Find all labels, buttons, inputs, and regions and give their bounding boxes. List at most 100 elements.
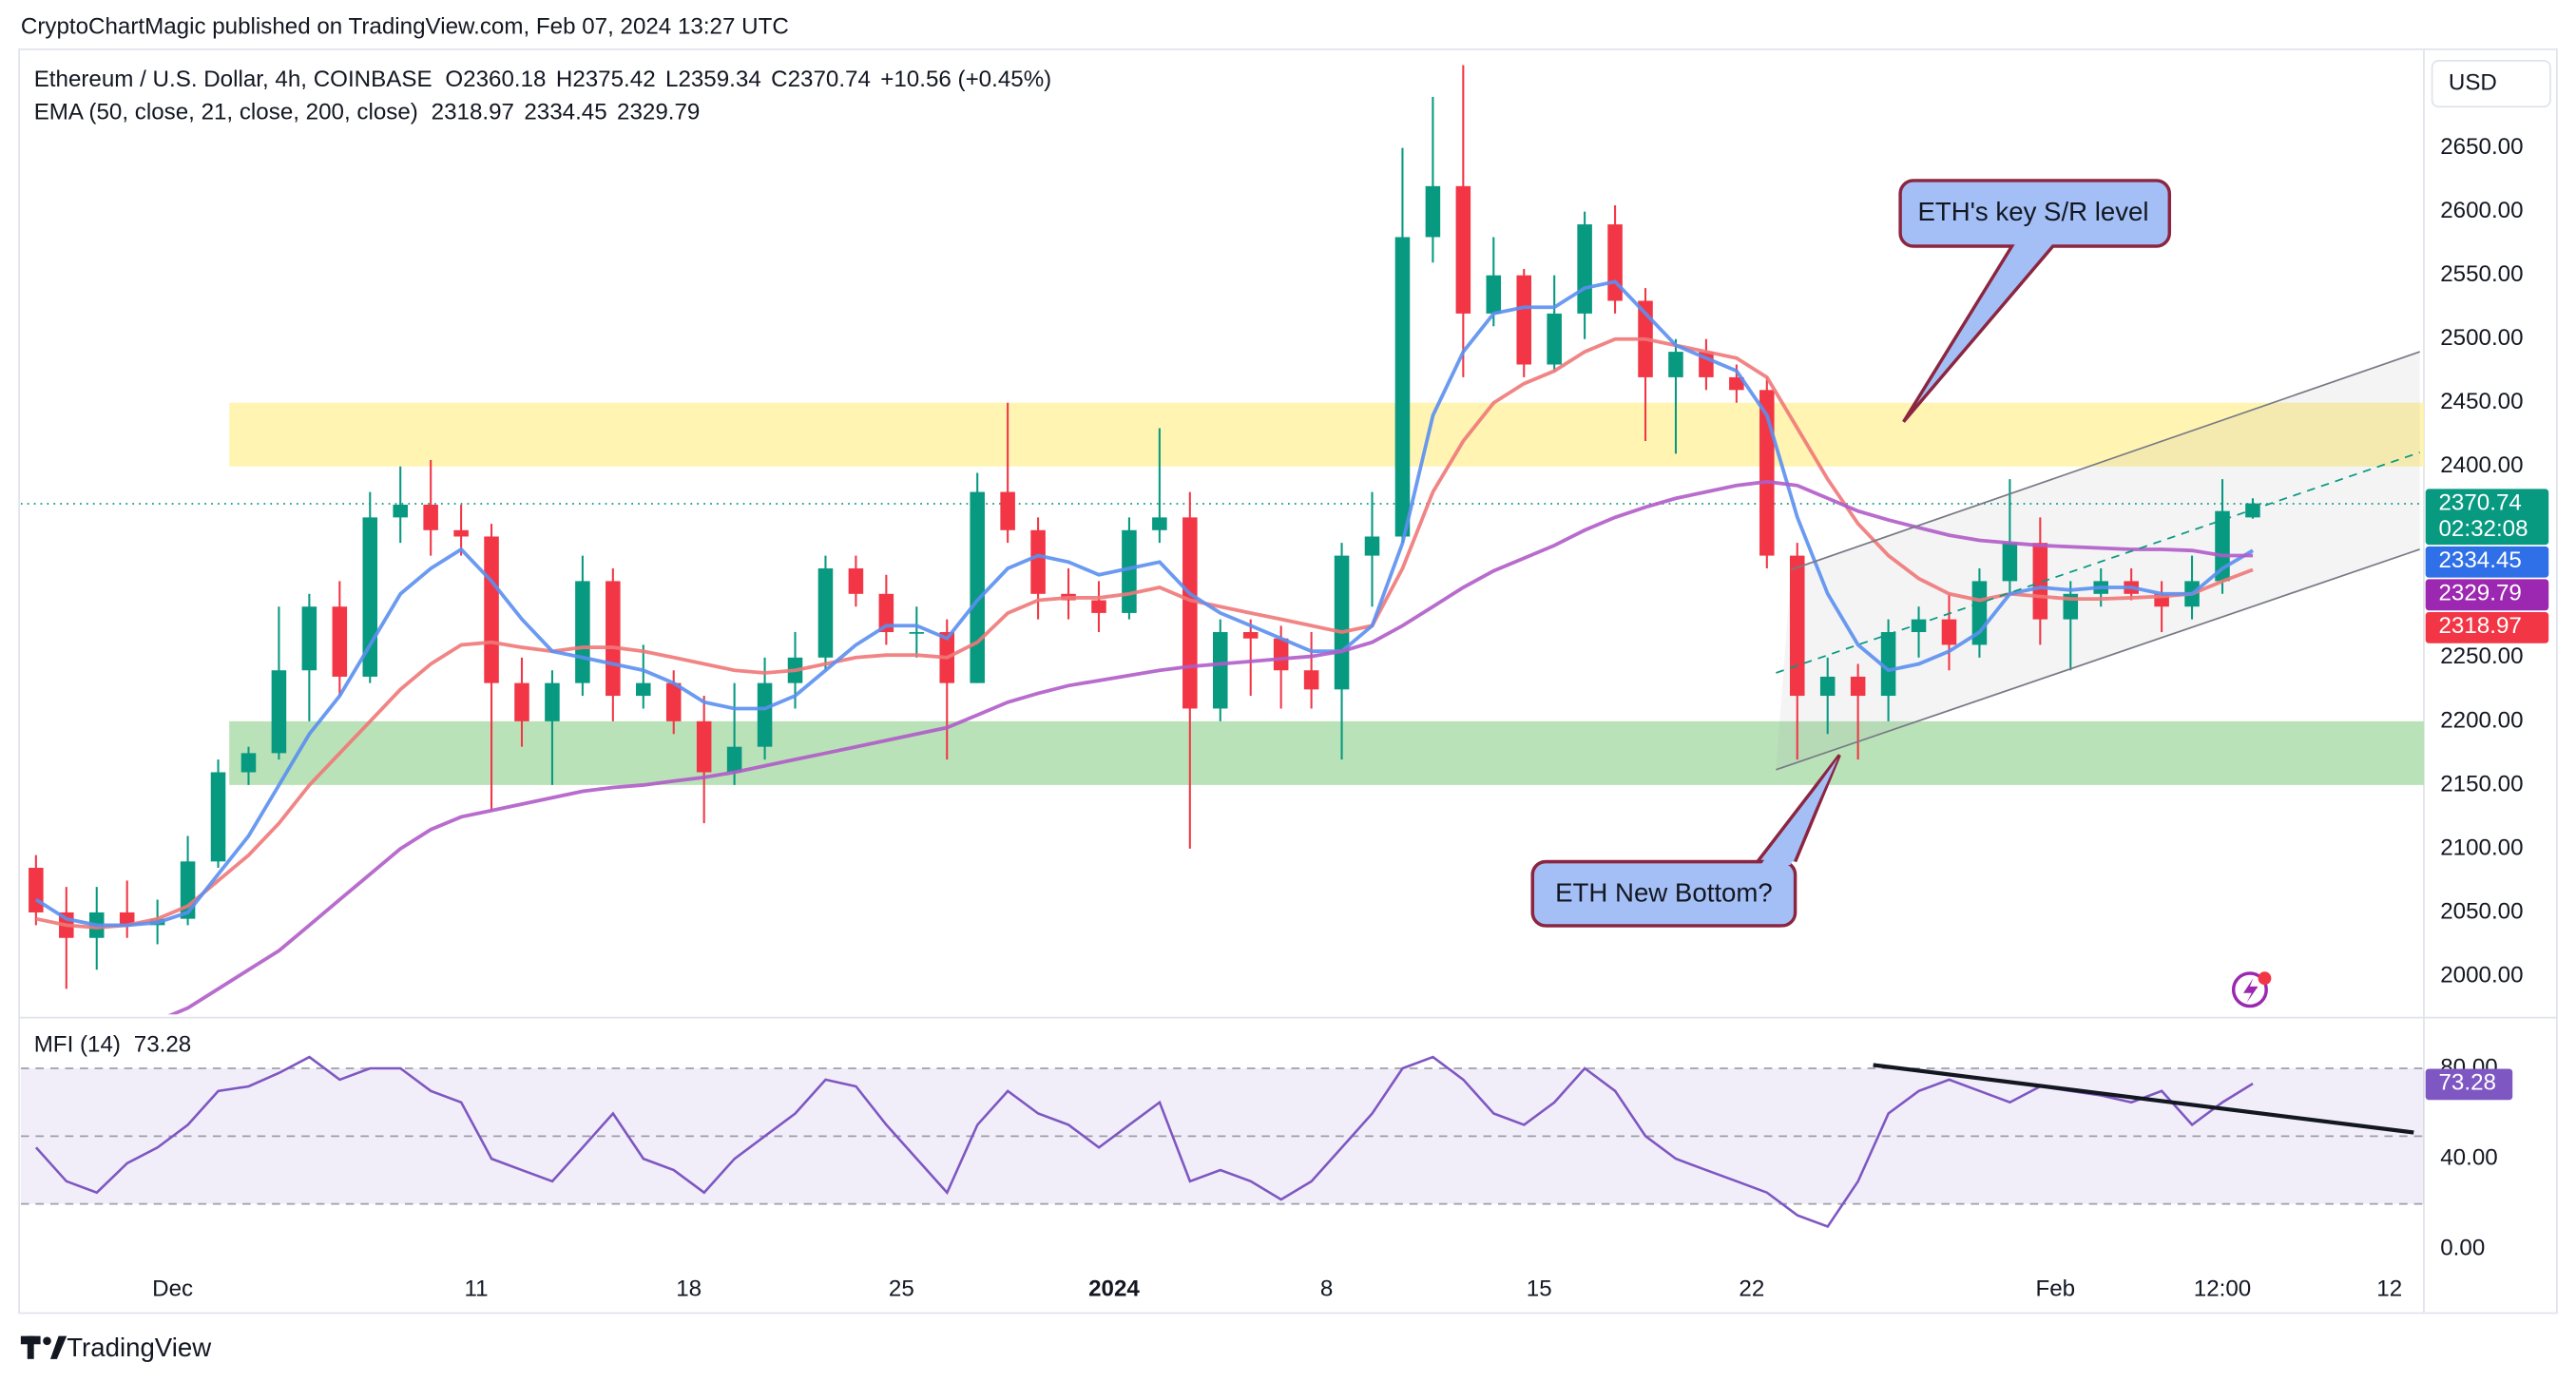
indicator-value: 2318.97 — [432, 100, 514, 125]
x-tick-label: 12 — [2376, 1276, 2402, 1302]
candle-body — [2002, 543, 2018, 582]
candle-body — [1000, 491, 1015, 530]
candle-body — [1242, 632, 1259, 639]
zone — [229, 720, 2424, 785]
ohlc-label: H — [556, 67, 572, 92]
ema-tag-label: 2329.79 — [2439, 580, 2522, 605]
candle-body — [1516, 275, 1532, 365]
candle-body — [332, 606, 348, 677]
candle-body — [636, 682, 651, 697]
indicator-title: EMA (50, close, 21, close, 200, close) — [34, 100, 418, 125]
ohlc-value: 2370.74 — [788, 67, 871, 92]
currency-box[interactable] — [2431, 60, 2551, 108]
channel-line — [1791, 351, 2420, 571]
callout-box — [1530, 859, 1797, 928]
mfi-value: 73.28 — [134, 1031, 191, 1057]
mfi-tick-label: 0.00 — [2440, 1236, 2485, 1261]
candle-body — [1212, 632, 1228, 709]
candle-body — [665, 682, 682, 721]
candle-body — [757, 682, 773, 747]
ema-tag-label: 2318.97 — [2439, 613, 2522, 639]
candle-body — [726, 746, 742, 773]
candle-body — [1122, 529, 1137, 613]
ema-tag — [2425, 611, 2549, 643]
candle-body — [1091, 600, 1106, 613]
alert-icon[interactable] — [2231, 971, 2272, 1008]
candle-body — [1729, 376, 1744, 391]
candle-body — [1425, 185, 1441, 238]
channel-line — [1776, 451, 2420, 674]
y-tick-label: 2250.00 — [2440, 643, 2523, 669]
candle-body — [514, 682, 529, 721]
candle-body — [1152, 517, 1167, 530]
x-tick-label: Dec — [152, 1276, 193, 1302]
publisher: CryptoChartMagic published on TradingVie… — [21, 14, 789, 40]
candle-body — [1819, 676, 1836, 697]
candle-body — [848, 567, 864, 594]
ohlc-label: C — [771, 67, 787, 92]
indicator-value: 2334.45 — [524, 100, 606, 125]
y-tick-label: 2200.00 — [2440, 707, 2523, 733]
ema-line — [35, 336, 2254, 930]
mfi-tick-label: 40.00 — [2440, 1145, 2497, 1171]
candle-body — [696, 720, 712, 773]
channel-fill — [1776, 352, 2420, 770]
y-tick-label: 2000.00 — [2440, 962, 2523, 988]
ema-tag — [2425, 579, 2549, 611]
candle-body — [423, 504, 438, 530]
candle-body — [393, 504, 408, 518]
zone — [229, 402, 2424, 467]
countdown: 02:32:08 — [2439, 516, 2528, 542]
candle-body — [2215, 510, 2230, 582]
x-tick-label: 15 — [1527, 1276, 1552, 1302]
x-tick-label: 22 — [1739, 1276, 1764, 1302]
candle-body — [240, 753, 257, 773]
ohlc-value: 2360.18 — [463, 67, 546, 92]
candle-body — [1911, 619, 1927, 633]
candle-body — [1394, 237, 1411, 537]
brand-logo — [20, 1335, 67, 1359]
candle-body — [1577, 224, 1592, 314]
candle-body — [817, 567, 834, 658]
x-tick-label: 12:00 — [2194, 1276, 2251, 1302]
candle-body — [1364, 536, 1380, 556]
candle-body — [29, 868, 44, 912]
frame — [18, 48, 2558, 1315]
x-tick-label: 2024 — [1088, 1276, 1140, 1302]
candle-body — [1880, 632, 1896, 697]
x-tick-label: 18 — [676, 1276, 702, 1302]
candle-body — [970, 491, 985, 683]
brand: TradingView — [67, 1333, 211, 1362]
ohlc-value: 2375.42 — [572, 67, 655, 92]
price-tag — [2425, 489, 2549, 546]
candle-body — [210, 772, 226, 862]
y-tick-label: 2050.00 — [2440, 898, 2523, 924]
mfi-trendline — [1873, 1063, 2414, 1135]
currency[interactable]: USD — [2449, 69, 2497, 95]
candle-body — [1547, 313, 1562, 365]
y-tick-label: 2450.00 — [2440, 389, 2523, 414]
candle-body — [878, 593, 894, 633]
symbol: Ethereum / U.S. Dollar, 4h, COINBASE — [34, 67, 433, 92]
y-tick-label: 2100.00 — [2440, 835, 2523, 860]
candle-body — [575, 581, 590, 683]
callout-top — [1898, 179, 2172, 423]
candle-body — [606, 581, 621, 697]
candle-body — [1789, 555, 1805, 697]
price-tag-label: 2370.74 — [2439, 489, 2522, 515]
annotation: ETH's key S/R level — [1917, 197, 2148, 226]
candle-body — [1941, 619, 1957, 645]
candle-body — [453, 529, 469, 537]
ohlc-label: L — [665, 67, 678, 92]
callout-bottom — [1530, 754, 1841, 928]
mfi-line — [34, 1055, 2254, 1229]
y-tick-label: 2400.00 — [2440, 452, 2523, 478]
ema-tag-label: 2334.45 — [2439, 547, 2522, 573]
x-tick-label: 25 — [889, 1276, 914, 1302]
indicator-value: 2329.79 — [617, 100, 700, 125]
mfi-tag — [2425, 1068, 2513, 1101]
mfi-title: MFI (14) — [34, 1031, 121, 1057]
candle-body — [1668, 352, 1683, 377]
candle-body — [1334, 555, 1350, 690]
